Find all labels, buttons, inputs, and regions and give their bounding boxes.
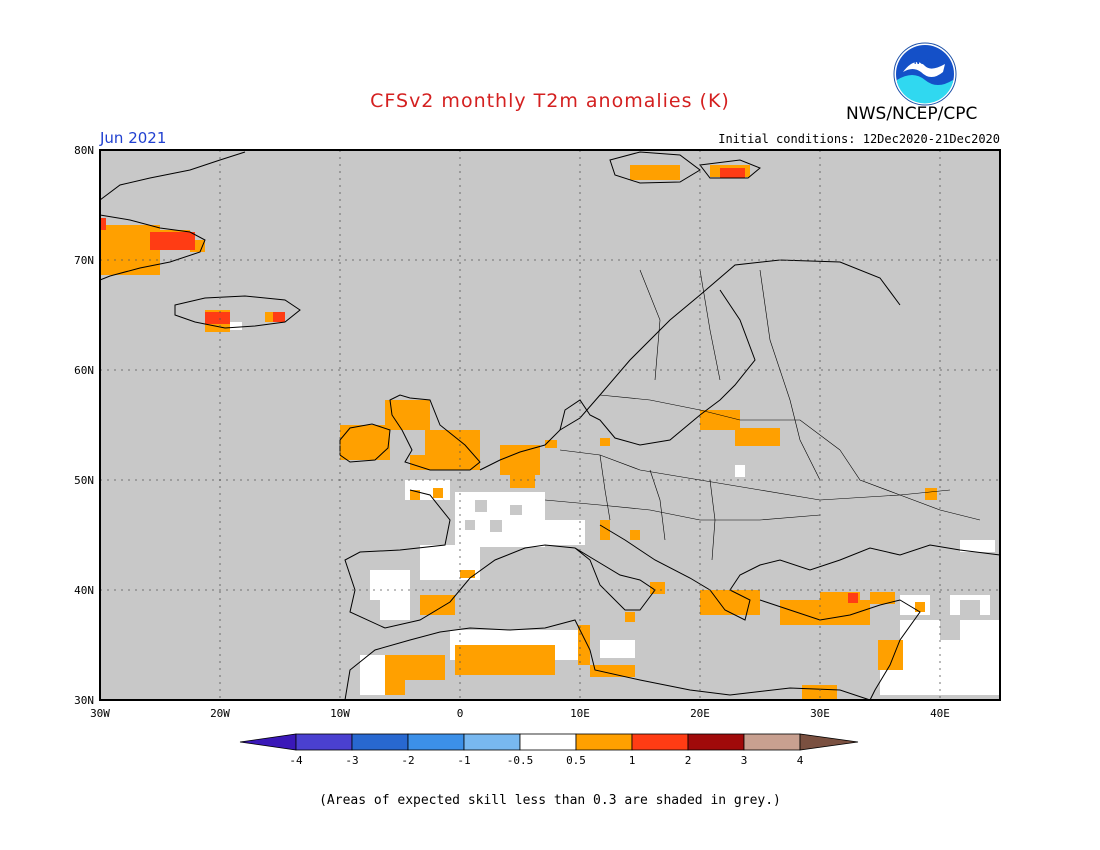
lon-label: 30W bbox=[90, 707, 110, 720]
colorbar-segment bbox=[295, 733, 353, 751]
lat-label: 60N bbox=[74, 364, 94, 377]
lon-label: 30E bbox=[810, 707, 830, 720]
noaa-logo-icon: NOAA bbox=[893, 42, 957, 106]
lat-label: 80N bbox=[74, 144, 94, 157]
lon-label: 20E bbox=[690, 707, 710, 720]
colorbar-label: -1 bbox=[457, 754, 470, 767]
colorbar-label: 3 bbox=[741, 754, 748, 767]
colorbar-label: 0.5 bbox=[566, 754, 586, 767]
colorbar-segment bbox=[743, 733, 801, 751]
strong-warm-anomaly-areas bbox=[100, 168, 858, 603]
color-bar-labels: -4 -3 -2 -1 -0.5 0.5 1 2 3 4 bbox=[289, 754, 803, 767]
colorbar-segment bbox=[407, 733, 465, 751]
skill-footnote: (Areas of expected skill less than 0.3 a… bbox=[319, 793, 781, 808]
lat-label: 30N bbox=[74, 694, 94, 707]
lat-label: 50N bbox=[74, 474, 94, 487]
latitude-labels: 80N 70N 60N 50N 40N 30N bbox=[74, 144, 94, 707]
chart-title: CFSv2 monthly T2m anomalies (K) bbox=[370, 90, 730, 112]
colorbar-label: -3 bbox=[345, 754, 358, 767]
country-borders bbox=[544, 269, 981, 561]
lon-label: 20W bbox=[210, 707, 230, 720]
colorbar-label: 4 bbox=[797, 754, 804, 767]
lon-label: 10E bbox=[570, 707, 590, 720]
colorbar-arrow-high bbox=[799, 733, 859, 751]
colorbar-segment bbox=[519, 733, 577, 751]
organization-label: NWS/NCEP/CPC bbox=[846, 104, 978, 124]
lat-label: 40N bbox=[74, 584, 94, 597]
colorbar-segment bbox=[631, 733, 689, 751]
lat-label: 70N bbox=[74, 254, 94, 267]
colorbar-label: -4 bbox=[289, 754, 303, 767]
colorbar-segment bbox=[463, 733, 521, 751]
colorbar-label: -0.5 bbox=[507, 754, 534, 767]
lon-label: 10W bbox=[330, 707, 350, 720]
colorbar-label: -2 bbox=[401, 754, 414, 767]
colorbar-label: 1 bbox=[629, 754, 636, 767]
colorbar-segment bbox=[575, 733, 633, 751]
colorbar-label: 2 bbox=[685, 754, 692, 767]
longitude-labels: 30W 20W 10W 0 10E 20E 30E 40E bbox=[90, 707, 950, 720]
colorbar-segment bbox=[351, 733, 409, 751]
color-bar-legend bbox=[239, 733, 859, 751]
colorbar-arrow-low bbox=[239, 733, 297, 751]
logo-text: NOAA bbox=[914, 57, 936, 67]
lon-label: 40E bbox=[930, 707, 950, 720]
lon-label: 0 bbox=[457, 707, 464, 720]
initial-conditions: Initial conditions: 12Dec2020-21Dec2020 bbox=[718, 132, 1000, 146]
graticule bbox=[100, 150, 1000, 700]
forecast-month: Jun 2021 bbox=[100, 129, 167, 147]
colorbar-segment bbox=[687, 733, 745, 751]
coastlines bbox=[99, 151, 1001, 701]
map-frame bbox=[99, 149, 1001, 701]
